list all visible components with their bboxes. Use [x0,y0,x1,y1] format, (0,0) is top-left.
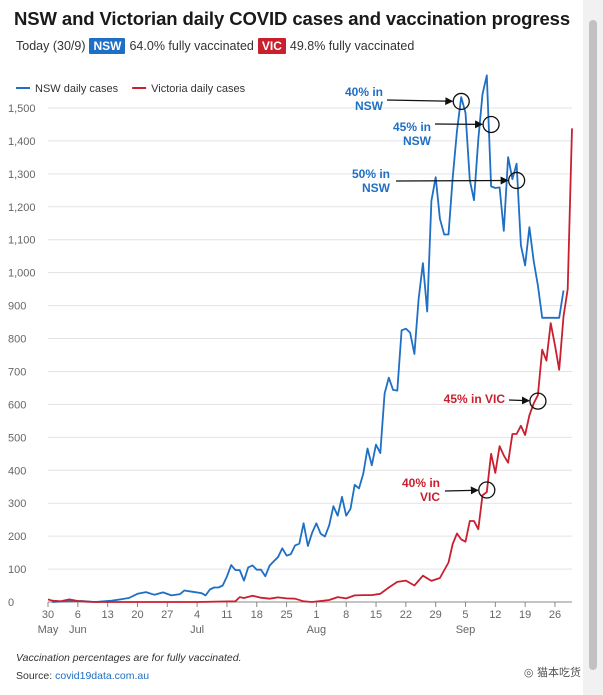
x-tick-label: 11 [221,609,232,621]
annotation-arrow [386,97,454,106]
victoria-cases-line [47,128,573,603]
source-label: Source: [16,670,56,682]
annotation-label: VIC [420,490,440,504]
series-lines [47,74,573,603]
annotation-label: 40% in [345,85,383,99]
y-tick-label: 500 [8,432,26,444]
y-tick-label: 0 [8,597,14,609]
x-tick-label: 4 [194,609,200,621]
x-month-label: Sep [456,624,476,636]
source-line: Source: covid19data.com.au [16,670,149,682]
x-tick-label: 22 [400,609,412,621]
x-tick-label: 8 [343,609,349,621]
x-tick-label: 27 [161,609,173,621]
annotation-4: 45% in VIC [444,392,547,410]
x-month-label: Aug [307,624,327,636]
annotation-label: NSW [403,134,432,148]
y-tick-label: 1,300 [8,169,36,181]
scrollbar-thumb[interactable] [589,20,597,670]
annotation-arrow [444,486,479,495]
y-tick-label: 200 [8,531,26,543]
y-tick-label: 400 [8,465,26,477]
y-tick-label: 1,000 [8,268,36,280]
x-tick-label: 12 [489,609,501,621]
x-tick-label: 18 [251,609,263,621]
source-link[interactable]: covid19data.com.au [55,670,150,682]
x-tick-label: 20 [131,609,143,621]
vertical-scrollbar[interactable] [583,0,603,695]
y-tick-label: 800 [8,334,26,346]
today-label: Today (30/9) [16,39,86,53]
annotation-arrow [508,396,530,405]
y-tick-label: 100 [8,564,26,576]
vic-badge: VIC [257,38,286,54]
annotation-label: 40% in [402,476,440,490]
y-tick-label: 900 [8,301,26,313]
x-tick-label: 6 [75,609,81,621]
x-tick-label: 26 [549,609,561,621]
annotation-circle [507,171,526,190]
nsw-vaccination-text: 64.0% fully vaccinated [129,39,254,53]
x-month-label: Jun [69,624,87,636]
chart-title: NSW and Victorian daily COVID cases and … [14,8,571,29]
wechat-icon: ◎ [523,666,534,679]
annotation-circle [452,92,470,111]
x-tick-label: 5 [462,609,468,621]
legend-label-nsw: NSW daily cases [35,83,119,95]
y-tick-label: 1,100 [8,235,36,247]
annotation-label: 45% in [393,120,431,134]
x-tick-label: 29 [430,609,442,621]
y-tick-label: 700 [8,366,26,378]
nsw-badge: NSW [89,38,126,54]
footnote: Vaccination percentages are for fully va… [16,652,242,664]
grid-lines [48,107,572,603]
y-tick-label: 300 [8,498,26,510]
y-tick-label: 600 [8,399,26,411]
x-tick-label: 1 [313,609,319,621]
x-tick-label: 25 [280,609,292,621]
legend-label-vic: Victoria daily cases [151,83,245,95]
legend: NSW daily cases Victoria daily cases [16,83,246,95]
cases-line-chart: 0 100 200 300 400 500 600 700 800 900 1,000 1,100 1,… [8,74,573,636]
axes: 0 100 200 300 400 500 600 700 800 900 1,000 1,100 1,… [8,103,561,636]
annotation-label: NSW [355,99,384,113]
y-tick-label: 1,200 [8,202,36,214]
annotation-circle [478,481,496,499]
watermark-text: 猫本吃货 [537,666,581,679]
annotation-circle [482,115,500,134]
nsw-cases-line [52,74,565,603]
y-tick-label: 1,400 [8,136,36,148]
vaccination-summary: Today (30/9) NSW 64.0% fully vaccinated … [16,38,414,54]
x-tick-label: 30 [42,609,54,621]
vic-vaccination-text: 49.8% fully vaccinated [289,39,415,53]
watermark: ◎ 猫本吃货 [524,664,581,680]
annotation-label: NSW [362,181,391,195]
x-tick-label: 13 [102,609,114,621]
x-month-label: Jul [190,624,204,636]
annotation-label: 45% in VIC [444,392,506,406]
x-tick-label: 15 [370,609,382,621]
x-tick-label: 19 [519,609,531,621]
annotation-label: 50% in [352,167,390,181]
annotation-circle [529,392,547,410]
y-tick-label: 1,500 [8,103,36,115]
annotation-arrow [395,176,509,185]
x-month-label: May [38,624,59,636]
